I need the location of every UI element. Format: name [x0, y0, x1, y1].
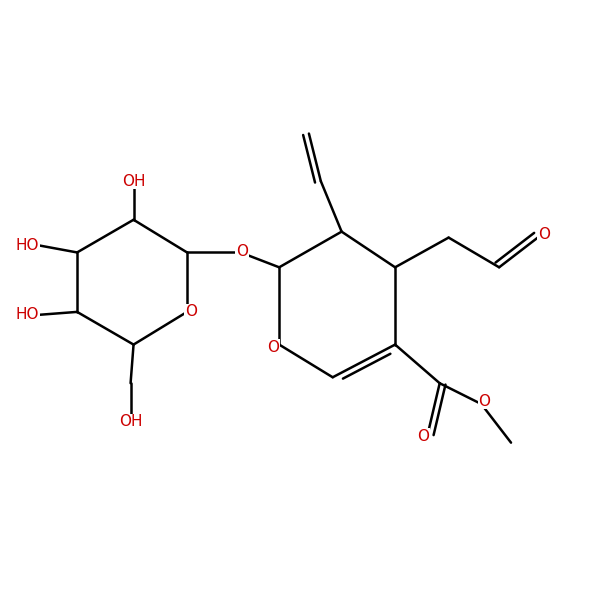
Text: HO: HO — [16, 307, 40, 322]
Text: O: O — [185, 304, 197, 319]
Text: O: O — [417, 429, 429, 444]
Text: O: O — [538, 227, 550, 242]
Text: O: O — [267, 340, 279, 355]
Text: O: O — [236, 244, 248, 259]
Text: O: O — [478, 394, 490, 409]
Text: OH: OH — [122, 173, 145, 188]
Text: OH: OH — [119, 415, 142, 430]
Text: HO: HO — [16, 238, 40, 253]
